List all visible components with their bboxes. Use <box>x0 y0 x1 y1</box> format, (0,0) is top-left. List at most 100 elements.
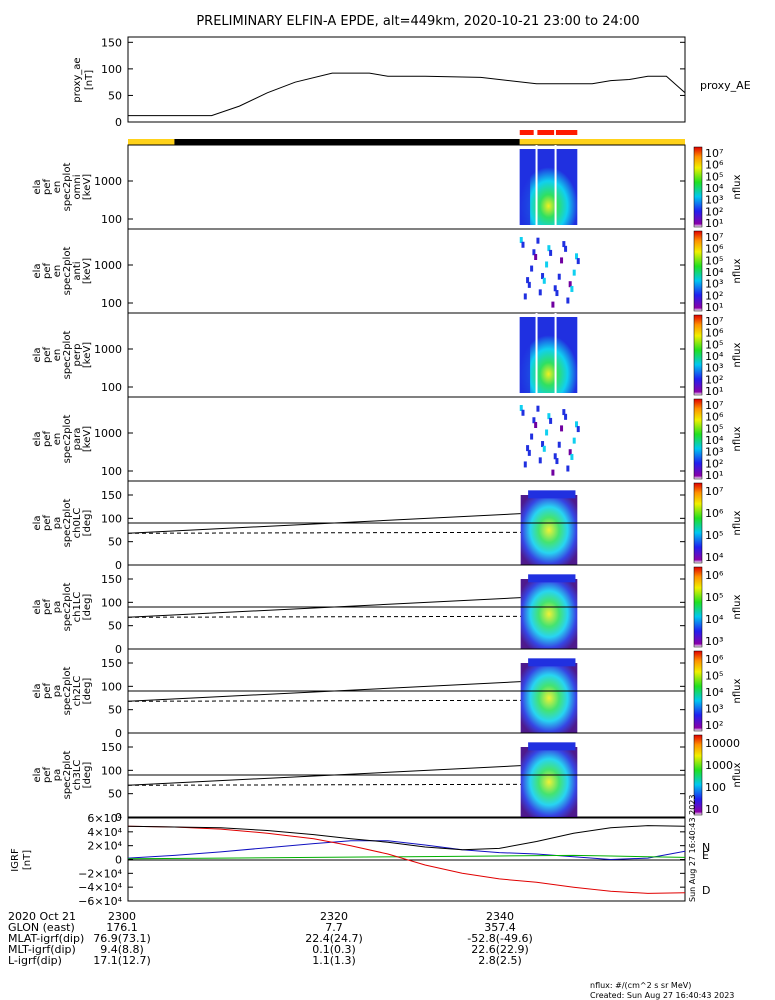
pa-tick-label: 150 <box>101 657 122 670</box>
energy-ylabel-line: pef <box>42 179 53 196</box>
pa-ylabel-line: [deg] <box>82 594 93 621</box>
energy-ylabel-line: pef <box>42 347 53 364</box>
energy-ylabel-line: pef <box>42 431 53 448</box>
figure-title: PRELIMINARY ELFIN-A EPDE, alt=449km, 202… <box>196 14 639 29</box>
energy-ylabel-line: ela <box>32 179 43 194</box>
energy-ylabel-line: spec2plot <box>62 331 73 380</box>
pa-ylabel-line: ch0LC <box>72 508 83 539</box>
spectrogram-pixel <box>545 261 549 268</box>
colorbar-tick-label: 10⁴ <box>705 182 724 195</box>
spectrogram-pixel <box>549 249 553 256</box>
spectrogram-pixel <box>523 461 527 468</box>
loss-cone-line <box>127 681 521 702</box>
igrf-legend-n: N <box>702 841 710 854</box>
footer-row-value: -52.8(-49.6) <box>467 932 533 945</box>
energy-ylabel-line: perp <box>72 344 83 367</box>
energy-ylabel-line: en <box>52 433 63 446</box>
spectrogram-pixel <box>541 273 545 280</box>
footer-row-value: 176.1 <box>106 921 138 934</box>
colorbar-tick-label: 10⁴ <box>705 686 724 699</box>
ae-legend: proxy_AE <box>700 79 751 92</box>
energy-ylabel-line: [keV] <box>82 174 93 200</box>
energy-ylabel-line: [keV] <box>82 426 93 452</box>
energy-ylabel-line: spec2plot <box>62 415 73 464</box>
spectrogram-pixel <box>521 241 525 248</box>
footer-row-value: 2320 <box>320 910 348 923</box>
pa-ylabel-line: spec2plot <box>62 499 73 548</box>
ae-tick-label: 0 <box>115 116 122 129</box>
igrf-tick-label: 0 <box>115 854 122 867</box>
antiloss-cone-line <box>127 783 521 786</box>
energy-ylabel-line: pef <box>42 263 53 280</box>
footer-row-label: 2020 Oct 21 <box>8 910 76 923</box>
ae-ticks: 150 100 50 0 <box>101 36 685 129</box>
igrf-tick-label: 2×10⁴ <box>87 840 122 853</box>
spectrogram-pixel <box>542 445 546 452</box>
pa-ylabel-line: pa <box>52 685 63 697</box>
colorbar-label: nflux <box>732 678 743 703</box>
pa-ylabel-line: ela <box>32 599 43 614</box>
energy-tick-label: 100 <box>101 297 122 310</box>
footer-row-value: 2340 <box>486 910 514 923</box>
pa-spectrogram-strip <box>528 490 576 499</box>
pa-tick-label: 0 <box>115 727 122 740</box>
colorbar-tick-label: 10¹ <box>705 301 723 314</box>
pa-ylabel-line: pef <box>42 515 53 532</box>
colorbar-tick-label: 1000 <box>705 759 733 772</box>
ae-yunit: [nT] <box>84 70 95 90</box>
energy-ylabel-line: anti <box>72 261 83 280</box>
colorbar <box>693 146 703 228</box>
spectrogram-pixel <box>560 257 564 264</box>
timestamp-stamp: Sun Aug 27 16:40:43 2023 <box>688 795 697 902</box>
spectrogram-pixel <box>549 417 553 424</box>
spectrogram-pixel <box>538 289 542 296</box>
colorbar-tick-label: 10³ <box>705 635 723 648</box>
energy-ylabel-line: ela <box>32 263 43 278</box>
spectrogram-pixel <box>532 249 536 256</box>
spectrogram-pixel <box>551 469 555 476</box>
status-segment-red <box>555 130 578 135</box>
colorbar-tick-label: 10⁴ <box>705 551 724 564</box>
status-bar <box>128 130 685 145</box>
footer-row-label: GLON (east) <box>8 921 75 934</box>
spectrogram-pixel <box>572 269 576 276</box>
created-note: Created: Sun Aug 27 16:40:43 2023 <box>590 991 734 1000</box>
pa-spectrogram-block <box>520 663 578 733</box>
colorbar-tick-label: 10⁴ <box>705 613 724 626</box>
colorbar-tick-label: 10⁷ <box>705 485 723 498</box>
energy-ylabel-line: [keV] <box>82 258 93 284</box>
pa-tick-label: 150 <box>101 573 122 586</box>
pa-tick-label: 50 <box>108 620 122 633</box>
igrf-tick-label: 6×10⁴ <box>87 812 122 825</box>
pa-ylabel-line: ela <box>32 767 43 782</box>
pa-tick-label: 0 <box>115 559 122 572</box>
pa-spectrogram-strip <box>528 658 576 667</box>
spectrogram-pixel <box>532 417 536 424</box>
ae-tick-label: 150 <box>101 36 122 49</box>
igrf-line-e <box>127 854 686 860</box>
spectrogram-pixel <box>570 453 574 460</box>
spectrogram-pixel <box>557 273 561 280</box>
colorbar <box>693 398 703 480</box>
spectrogram-pixel <box>523 293 527 300</box>
igrf-tick-label: 4×10⁴ <box>87 826 122 839</box>
spectrogram-pixel <box>521 409 525 416</box>
spectrogram-pixel <box>572 437 576 444</box>
spectrogram-pixel <box>551 301 555 308</box>
igrf-yunit: [nT] <box>22 850 33 870</box>
spectrogram-pixel <box>555 290 559 297</box>
units-note: nflux: #/(cm^2 s sr MeV) <box>590 981 691 990</box>
pa-ylabel-line: [deg] <box>82 762 93 789</box>
pa-tick-label: 150 <box>101 489 122 502</box>
colorbar-tick-label: 10¹ <box>705 385 723 398</box>
energy-tick-label: 1000 <box>94 259 122 272</box>
colorbar-tick-label: 100 <box>705 781 726 794</box>
energy-tick-label: 100 <box>101 213 122 226</box>
spectrogram-pixel <box>527 281 531 288</box>
colorbar-tick-label: 10³ <box>705 278 723 291</box>
pa-ylabel-line: spec2plot <box>62 751 73 800</box>
pa-panel-ch1LC: 150 100 50 0 ela pef pa spec2plot ch1LC [deg] 10⁶ 1… <box>32 564 743 656</box>
